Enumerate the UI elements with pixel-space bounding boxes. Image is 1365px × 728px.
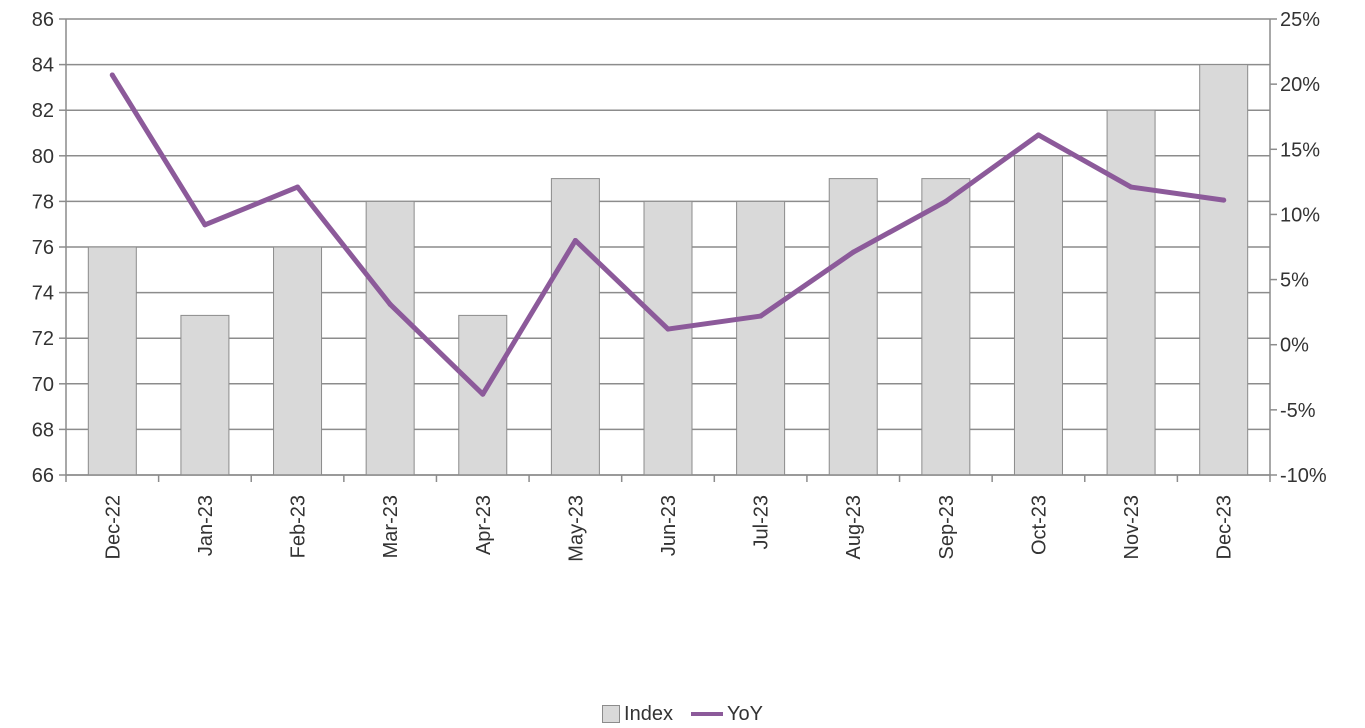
left-tick-label: 78 — [32, 191, 54, 213]
point-yoy — [202, 222, 208, 228]
index-bars — [87, 64, 1249, 476]
point-yoy — [850, 249, 856, 255]
bar-index — [180, 314, 230, 476]
x-tick-label: May-23 — [565, 495, 587, 562]
x-tick-label: Jul-23 — [751, 495, 773, 549]
point-yoy — [1035, 132, 1041, 138]
yoy-line — [109, 72, 1227, 397]
x-tick-label: Feb-23 — [288, 495, 310, 558]
left-tick-label: 80 — [32, 146, 54, 168]
right-tick-label: 25% — [1280, 9, 1320, 31]
bar-index — [643, 200, 693, 476]
x-tick-label: Aug-23 — [843, 495, 865, 560]
point-yoy — [295, 184, 301, 190]
legend-label-yoy: YoY — [726, 702, 763, 725]
bar-index — [736, 200, 786, 476]
x-tick-label: Mar-23 — [380, 495, 402, 558]
point-yoy — [1128, 184, 1134, 190]
point-yoy — [480, 391, 486, 397]
bar-index — [828, 178, 878, 476]
x-tick-label: Jun-23 — [658, 495, 680, 556]
right-tick-label: -10% — [1280, 465, 1327, 487]
x-axis-tick-labels: Dec-22 Jan-23 Feb-23 Mar-23 Apr-23 May-23 Jun-… — [102, 495, 1235, 562]
legend-swatch-yoy — [690, 712, 723, 716]
point-yoy — [387, 301, 393, 307]
point-yoy — [572, 237, 578, 243]
x-tick-label: Sep-23 — [936, 495, 958, 560]
left-tick-label: 84 — [32, 55, 54, 77]
left-tick-label: 66 — [32, 465, 54, 487]
left-tick-label: 74 — [32, 283, 54, 305]
bar-index — [1199, 64, 1249, 476]
x-tick-label: Dec-23 — [1214, 495, 1236, 559]
left-tick-label: 72 — [32, 328, 54, 350]
legend: Index YoY — [0, 701, 1365, 727]
combo-chart: 66 68 70 72 74 76 78 80 82 84 86 -10% -5% 0% 5% 10% 15%… — [32, 9, 1327, 562]
point-yoy — [665, 326, 671, 332]
bar-index — [87, 246, 137, 476]
left-axis-tick-labels: 66 68 70 72 74 76 78 80 82 84 86 — [32, 9, 54, 487]
x-tick-label: Oct-23 — [1028, 495, 1050, 555]
point-yoy — [109, 72, 115, 78]
bar-index — [1013, 155, 1063, 476]
right-tick-label: 5% — [1280, 270, 1309, 292]
x-tick-label: Apr-23 — [473, 495, 495, 555]
legend-entry-index: Index — [602, 703, 673, 726]
point-yoy — [758, 313, 764, 319]
left-tick-label: 82 — [32, 100, 54, 122]
left-tick-label: 70 — [32, 374, 54, 396]
bar-index — [921, 178, 971, 476]
right-tick-label: 10% — [1280, 204, 1320, 226]
legend-label-index: Index — [624, 702, 673, 725]
left-tick-label: 86 — [32, 9, 54, 31]
x-tick-label: Jan-23 — [195, 495, 217, 556]
bar-index — [550, 178, 600, 476]
point-yoy — [943, 198, 949, 204]
x-tick-label: Dec-22 — [102, 495, 124, 559]
right-axis-tick-labels: -10% -5% 0% 5% 10% 15% 20% 25% — [1280, 9, 1327, 487]
legend-swatch-index — [602, 705, 621, 723]
right-tick-label: 15% — [1280, 139, 1320, 161]
bar-index — [273, 246, 323, 476]
point-yoy — [1221, 197, 1227, 203]
left-tick-label: 76 — [32, 237, 54, 259]
bar-index — [365, 200, 415, 476]
right-tick-label: -5% — [1280, 400, 1316, 422]
right-tick-label: 0% — [1280, 335, 1309, 357]
bar-index — [1106, 109, 1156, 476]
right-tick-label: 20% — [1280, 74, 1320, 96]
legend-entry-yoy: YoY — [690, 702, 763, 726]
left-tick-label: 68 — [32, 419, 54, 441]
axes — [59, 18, 1277, 482]
x-tick-label: Nov-23 — [1121, 495, 1143, 559]
